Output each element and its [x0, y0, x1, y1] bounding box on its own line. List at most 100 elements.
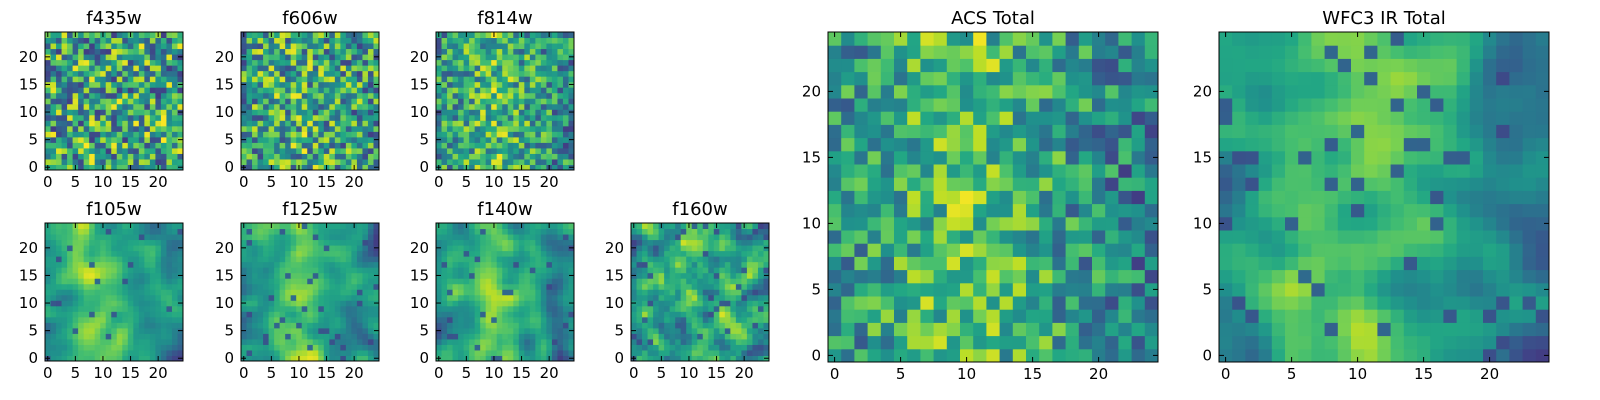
heatmap-cell: [67, 109, 74, 116]
heatmap-cell: [177, 131, 184, 138]
heatmap-cell: [116, 228, 123, 235]
heatmap-cell: [485, 283, 492, 290]
heatmap-cell: [907, 335, 921, 350]
heatmap-cell: [496, 294, 503, 301]
heatmap-cell: [252, 109, 259, 116]
heatmap-cell: [367, 32, 374, 39]
heatmap-cell: [279, 234, 286, 241]
heatmap-cell: [345, 131, 352, 138]
heatmap-cell: [491, 48, 498, 55]
heatmap-cell: [155, 316, 162, 323]
heatmap-cell: [307, 322, 314, 329]
heatmap-cell: [496, 289, 503, 296]
heatmap-cell: [345, 294, 352, 301]
heatmap-cell: [441, 153, 448, 160]
heatmap-cell: [452, 103, 459, 110]
heatmap-cell: [496, 305, 503, 312]
heatmap-cell: [67, 59, 74, 66]
heatmap-cell: [373, 120, 380, 127]
heatmap-cell: [746, 333, 753, 340]
heatmap-cell: [72, 245, 79, 252]
heatmap-cell: [166, 327, 173, 334]
heatmap-cell: [301, 131, 308, 138]
heatmap-cell: [436, 65, 443, 72]
heatmap-cell: [535, 153, 542, 160]
heatmap-cell: [367, 65, 374, 72]
heatmap-cell: [675, 239, 682, 246]
heatmap-cell: [241, 147, 248, 154]
heatmap-cell: [67, 54, 74, 61]
heatmap-cell: [356, 92, 363, 99]
heatmap-cell: [551, 267, 558, 274]
heatmap-cell: [133, 142, 140, 149]
heatmap-cell: [72, 120, 79, 127]
heatmap-cell: [246, 316, 253, 323]
heatmap-cell: [702, 344, 709, 351]
heatmap-cell: [1012, 322, 1027, 337]
heatmap-cell: [669, 294, 676, 301]
heatmap-cell: [89, 311, 96, 318]
heatmap-cell: [61, 289, 68, 296]
heatmap-cell: [138, 272, 145, 279]
heatmap-cell: [56, 98, 63, 105]
heatmap-cell: [867, 150, 882, 165]
heatmap-cell: [340, 65, 347, 72]
heatmap-cell: [518, 37, 525, 44]
heatmap-cell: [296, 153, 303, 160]
heatmap-cell: [122, 344, 129, 351]
heatmap-cell: [675, 234, 682, 241]
heatmap-cell: [111, 289, 118, 296]
heatmap-cell: [713, 234, 720, 241]
heatmap-cell: [171, 272, 178, 279]
heatmap-cell: [507, 81, 514, 88]
heatmap-cell: [155, 43, 162, 50]
heatmap-cell: [713, 278, 720, 285]
heatmap-cell: [56, 153, 63, 160]
heatmap-cell: [367, 289, 374, 296]
heatmap-cell: [675, 283, 682, 290]
heatmap-cell: [480, 87, 487, 94]
heatmap-cell: [83, 48, 90, 55]
heatmap-cell: [724, 261, 731, 268]
heatmap-cell: [658, 267, 665, 274]
heatmap-cell: [72, 81, 79, 88]
heatmap-cell: [166, 223, 173, 230]
heatmap-cell: [507, 147, 514, 154]
heatmap-cell: [880, 296, 895, 310]
y-tick-label: 0: [419, 349, 429, 367]
heatmap-cell: [496, 327, 503, 334]
heatmap-cell: [546, 245, 553, 252]
heatmap-cell: [680, 261, 687, 268]
heatmap-cell: [496, 228, 503, 235]
heatmap-cell: [551, 81, 558, 88]
heatmap-cell: [757, 300, 764, 307]
heatmap-cell: [469, 32, 476, 39]
heatmap-cell: [89, 344, 96, 351]
heatmap-cell: [133, 65, 140, 72]
heatmap-cell: [452, 76, 459, 83]
heatmap-cell: [144, 142, 151, 149]
heatmap-cell: [318, 300, 325, 307]
heatmap-cell: [362, 228, 369, 235]
heatmap-cell: [647, 272, 654, 279]
heatmap-cell: [757, 250, 764, 257]
heatmap-cell: [89, 333, 96, 340]
heatmap-cell: [562, 278, 569, 285]
heatmap-cell: [562, 349, 569, 356]
heatmap-cell: [160, 355, 167, 362]
heatmap-cell: [452, 322, 459, 329]
heatmap-cell: [50, 322, 57, 329]
heatmap-cell: [279, 272, 286, 279]
heatmap-cell: [702, 228, 709, 235]
heatmap-cell: [669, 344, 676, 351]
heatmap-cell: [1131, 203, 1146, 218]
heatmap-cell: [741, 256, 748, 263]
heatmap-cell: [329, 120, 336, 127]
heatmap-cell: [658, 338, 665, 345]
heatmap-cell: [441, 120, 448, 127]
heatmap-cell: [686, 300, 693, 307]
heatmap-cell: [252, 327, 259, 334]
y-tick-label: 5: [614, 322, 624, 340]
heatmap-cell: [345, 164, 352, 171]
heatmap-cell: [447, 37, 454, 44]
